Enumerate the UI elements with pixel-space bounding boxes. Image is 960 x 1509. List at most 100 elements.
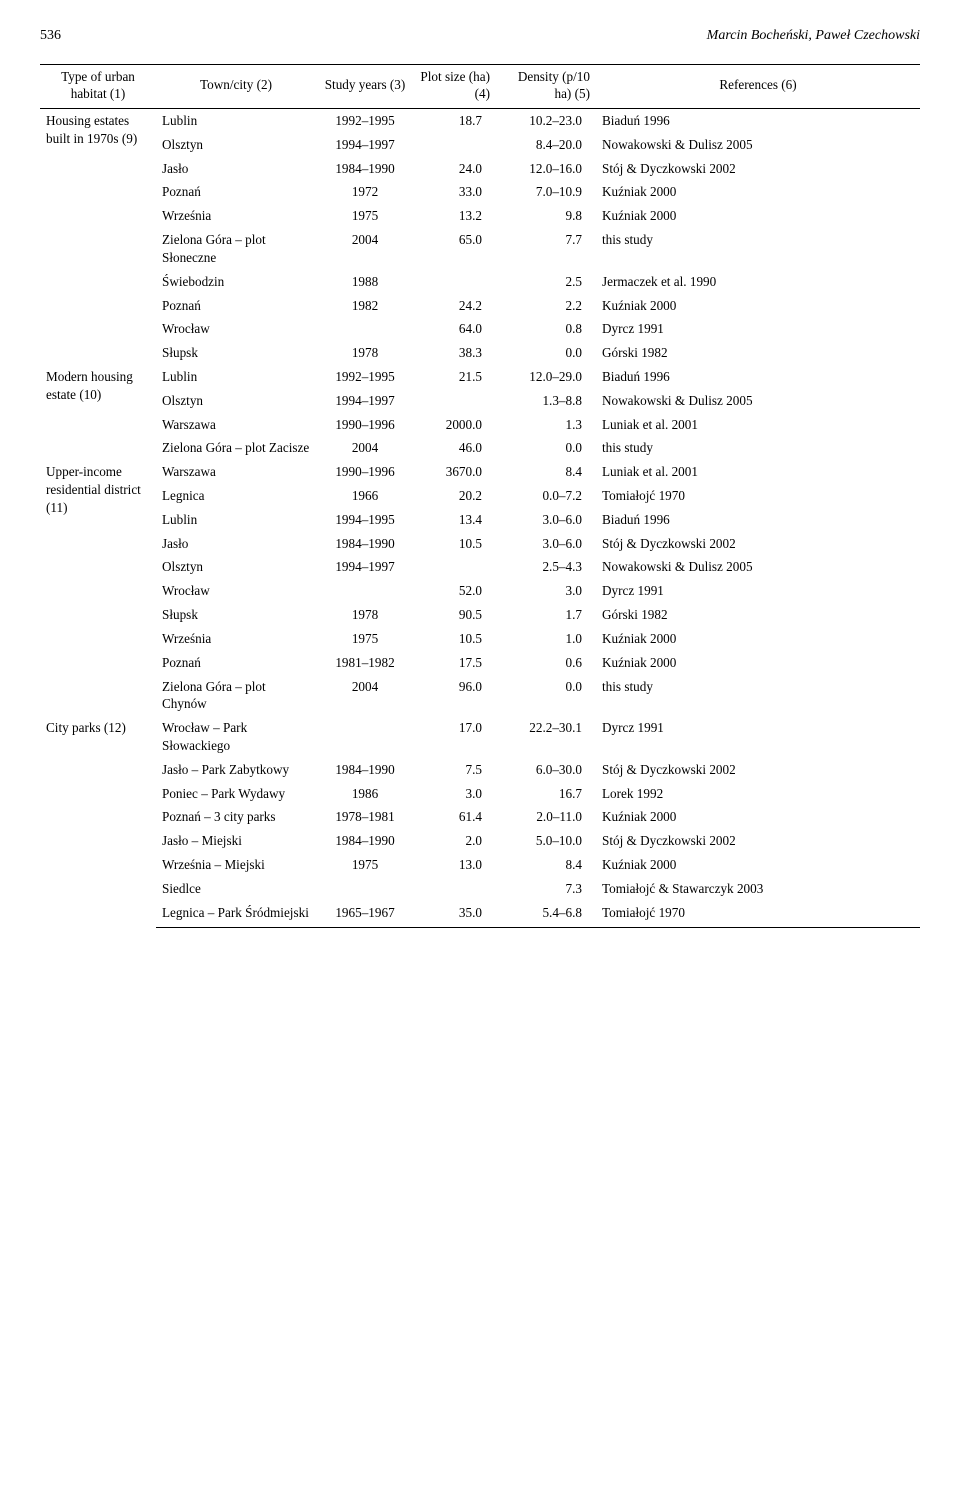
cell-study-years bbox=[316, 579, 414, 603]
cell-reference: Stój & Dyczkowski 2002 bbox=[596, 829, 920, 853]
cell-study-years: 1978–1981 bbox=[316, 805, 414, 829]
cell-study-years: 1975 bbox=[316, 853, 414, 877]
cell-town: Wrocław bbox=[156, 317, 316, 341]
habitat-table: Type of urban habitat (1) Town/city (2) … bbox=[40, 64, 920, 928]
cell-study-years: 1992–1995 bbox=[316, 365, 414, 389]
cell-density: 12.0–29.0 bbox=[496, 365, 596, 389]
table-row: Jasło – Park Zabytkowy1984–19907.56.0–30… bbox=[40, 758, 920, 782]
cell-reference: Kuźniak 2000 bbox=[596, 853, 920, 877]
cell-density: 3.0 bbox=[496, 579, 596, 603]
cell-density: 0.8 bbox=[496, 317, 596, 341]
cell-study-years bbox=[316, 716, 414, 758]
cell-density: 2.0–11.0 bbox=[496, 805, 596, 829]
cell-town: Jasło – Miejski bbox=[156, 829, 316, 853]
cell-reference: Stój & Dyczkowski 2002 bbox=[596, 532, 920, 556]
cell-town: Lublin bbox=[156, 508, 316, 532]
cell-reference: Nowakowski & Dulisz 2005 bbox=[596, 133, 920, 157]
table-row: Olsztyn1994–19972.5–4.3Nowakowski & Duli… bbox=[40, 555, 920, 579]
cell-town: Zielona Góra – plot Chynów bbox=[156, 675, 316, 717]
table-row: Poznań198224.22.2Kuźniak 2000 bbox=[40, 294, 920, 318]
cell-town: Poznań bbox=[156, 180, 316, 204]
cell-study-years: 1986 bbox=[316, 782, 414, 806]
cell-reference: Kuźniak 2000 bbox=[596, 805, 920, 829]
cell-plot-size bbox=[414, 389, 496, 413]
cell-plot-size: 17.0 bbox=[414, 716, 496, 758]
table-row: Września197513.29.8Kuźniak 2000 bbox=[40, 204, 920, 228]
table-row: Jasło – Miejski1984–19902.05.0–10.0Stój … bbox=[40, 829, 920, 853]
cell-plot-size bbox=[414, 877, 496, 901]
cell-study-years: 2004 bbox=[316, 675, 414, 717]
table-row: Lublin1994–199513.43.0–6.0Biaduń 1996 bbox=[40, 508, 920, 532]
cell-density: 1.3 bbox=[496, 413, 596, 437]
cell-density: 0.6 bbox=[496, 651, 596, 675]
table-row: Świebodzin19882.5Jermaczek et al. 1990 bbox=[40, 270, 920, 294]
cell-reference: Biaduń 1996 bbox=[596, 365, 920, 389]
cell-density: 1.3–8.8 bbox=[496, 389, 596, 413]
cell-reference: Biaduń 1996 bbox=[596, 109, 920, 133]
cell-town: Jasło – Park Zabytkowy bbox=[156, 758, 316, 782]
table-row: Poznań – 3 city parks1978–198161.42.0–11… bbox=[40, 805, 920, 829]
cell-plot-size: 10.5 bbox=[414, 627, 496, 651]
cell-density: 3.0–6.0 bbox=[496, 508, 596, 532]
cell-plot-size bbox=[414, 133, 496, 157]
cell-town: Legnica – Park Śródmiejski bbox=[156, 901, 316, 928]
cell-plot-size: 3670.0 bbox=[414, 460, 496, 484]
cell-density: 10.2–23.0 bbox=[496, 109, 596, 133]
table-row: Słupsk197838.30.0Górski 1982 bbox=[40, 341, 920, 365]
cell-plot-size: 2.0 bbox=[414, 829, 496, 853]
col-header-plot: Plot size (ha) (4) bbox=[414, 65, 496, 109]
cell-plot-size: 64.0 bbox=[414, 317, 496, 341]
cell-study-years: 1994–1997 bbox=[316, 133, 414, 157]
cell-town: Zielona Góra – plot Słoneczne bbox=[156, 228, 316, 270]
cell-plot-size: 17.5 bbox=[414, 651, 496, 675]
cell-density: 7.0–10.9 bbox=[496, 180, 596, 204]
cell-study-years: 1975 bbox=[316, 627, 414, 651]
cell-reference: Tomiałojć 1970 bbox=[596, 484, 920, 508]
table-row: Upper-income residential district (11)Wa… bbox=[40, 460, 920, 484]
cell-town: Jasło bbox=[156, 157, 316, 181]
page-number: 536 bbox=[40, 28, 61, 44]
col-header-density: Density (p/10 ha) (5) bbox=[496, 65, 596, 109]
cell-reference: this study bbox=[596, 675, 920, 717]
cell-study-years: 1994–1995 bbox=[316, 508, 414, 532]
cell-density: 8.4 bbox=[496, 853, 596, 877]
cell-density: 5.0–10.0 bbox=[496, 829, 596, 853]
cell-town: Jasło bbox=[156, 532, 316, 556]
cell-reference: Kuźniak 2000 bbox=[596, 204, 920, 228]
cell-plot-size: 18.7 bbox=[414, 109, 496, 133]
col-header-town: Town/city (2) bbox=[156, 65, 316, 109]
cell-reference: Kuźniak 2000 bbox=[596, 180, 920, 204]
cell-study-years: 1982 bbox=[316, 294, 414, 318]
cell-plot-size: 61.4 bbox=[414, 805, 496, 829]
table-row: Poznań1981–198217.50.6Kuźniak 2000 bbox=[40, 651, 920, 675]
table-row: Siedlce7.3Tomiałojć & Stawarczyk 2003 bbox=[40, 877, 920, 901]
cell-plot-size: 13.4 bbox=[414, 508, 496, 532]
cell-density: 7.7 bbox=[496, 228, 596, 270]
cell-study-years: 1984–1990 bbox=[316, 532, 414, 556]
table-row: Olsztyn1994–19978.4–20.0Nowakowski & Dul… bbox=[40, 133, 920, 157]
cell-town: Warszawa bbox=[156, 413, 316, 437]
cell-town: Poniec – Park Wydawy bbox=[156, 782, 316, 806]
cell-plot-size: 21.5 bbox=[414, 365, 496, 389]
cell-density: 0.0 bbox=[496, 675, 596, 717]
cell-density: 16.7 bbox=[496, 782, 596, 806]
cell-town: Słupsk bbox=[156, 341, 316, 365]
cell-town: Poznań bbox=[156, 651, 316, 675]
table-body: Housing estates built in 1970s (9)Lublin… bbox=[40, 109, 920, 928]
cell-study-years: 1994–1997 bbox=[316, 555, 414, 579]
cell-reference: Tomiałojć & Stawarczyk 2003 bbox=[596, 877, 920, 901]
cell-plot-size: 3.0 bbox=[414, 782, 496, 806]
table-row: Poniec – Park Wydawy19863.016.7Lorek 199… bbox=[40, 782, 920, 806]
table-row: Jasło1984–199010.53.0–6.0Stój & Dyczkows… bbox=[40, 532, 920, 556]
cell-town: Lublin bbox=[156, 109, 316, 133]
cell-habitat: Modern housing estate (10) bbox=[40, 365, 156, 460]
table-row: Modern housing estate (10)Lublin1992–199… bbox=[40, 365, 920, 389]
cell-density: 2.2 bbox=[496, 294, 596, 318]
cell-town: Września bbox=[156, 204, 316, 228]
page-header: 536 Marcin Bocheński, Paweł Czechowski bbox=[40, 28, 920, 44]
cell-town: Zielona Góra – plot Zacisze bbox=[156, 436, 316, 460]
col-header-habitat: Type of urban habitat (1) bbox=[40, 65, 156, 109]
cell-density: 12.0–16.0 bbox=[496, 157, 596, 181]
cell-reference: Stój & Dyczkowski 2002 bbox=[596, 157, 920, 181]
table-header: Type of urban habitat (1) Town/city (2) … bbox=[40, 65, 920, 109]
